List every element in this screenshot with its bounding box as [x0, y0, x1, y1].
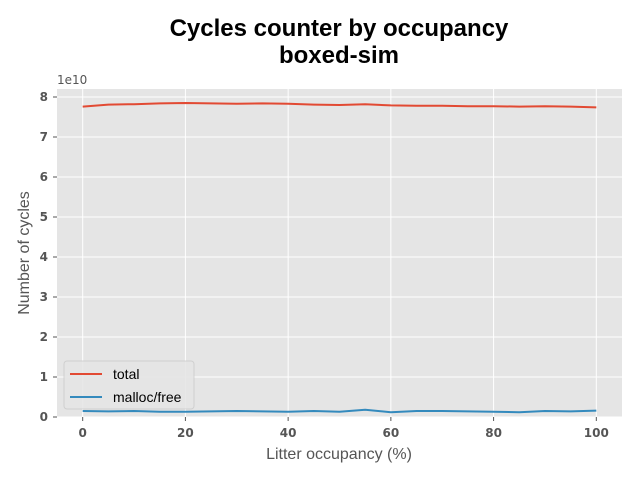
x-tick-label: 40	[280, 426, 297, 440]
series-line-malloc-free	[82, 408, 597, 414]
x-axis-ticks: 0 20 40 60 80 100	[79, 417, 609, 440]
chart-title: Cycles counter by occupancy	[170, 15, 509, 42]
y-axis-label: Number of cycles	[16, 191, 33, 315]
legend: total malloc/free	[63, 360, 195, 410]
y-tick-label: 8	[40, 90, 48, 104]
chart-subtitle: boxed-sim	[279, 42, 399, 69]
series-lines	[82, 102, 597, 414]
x-tick-label: 80	[485, 426, 502, 440]
y-tick-label: 0	[40, 410, 48, 424]
y-tick-label: 7	[40, 130, 48, 144]
legend-label-malloc-free: malloc/free	[113, 389, 182, 405]
y-tick-label: 5	[40, 210, 48, 224]
y-tick-label: 4	[40, 250, 48, 264]
x-tick-label: 0	[79, 426, 87, 440]
x-tick-label: 100	[584, 426, 609, 440]
legend-label-total: total	[113, 366, 139, 382]
x-tick-label: 20	[177, 426, 194, 440]
y-axis-ticks: 0 1 2 3 4 5 6 7 8	[40, 90, 57, 424]
y-tick-label: 2	[40, 330, 48, 344]
y-tick-label: 1	[40, 370, 48, 384]
series-line-total	[82, 102, 597, 109]
y-offset-label: 1e10	[57, 73, 87, 87]
x-tick-label: 60	[383, 426, 400, 440]
x-axis-label: Litter occupancy (%)	[266, 446, 412, 463]
y-tick-label: 3	[40, 290, 48, 304]
y-tick-label: 6	[40, 170, 48, 184]
